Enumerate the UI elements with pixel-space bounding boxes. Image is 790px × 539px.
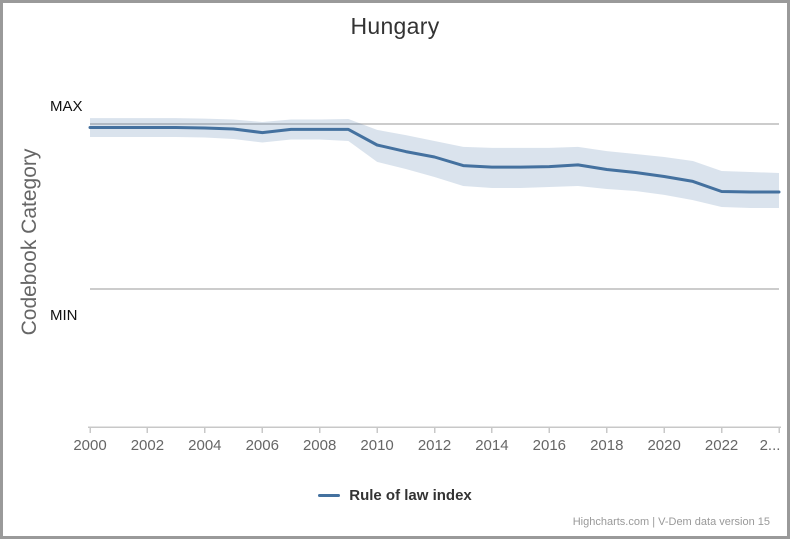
x-axis-label-2004: 2004 [188,437,221,454]
credits-text[interactable]: Highcharts.com | V-Dem data version 15 [572,516,770,528]
x-axis-label-2024: 2... [760,437,781,454]
x-axis-label-2020: 2020 [647,437,680,454]
y-axis-min-label: MIN [50,307,78,324]
x-axis-label-2000: 2000 [73,437,106,454]
x-axis-label-2010: 2010 [360,437,393,454]
x-axis-label-2016: 2016 [533,437,566,454]
legend-label: Rule of law index [349,487,472,504]
series-line-rule-of-law-index [88,126,781,194]
x-axis-label-2018: 2018 [590,437,623,454]
legend-item-rule-of-law-index[interactable]: Rule of law index [0,487,790,504]
confidence-band [90,118,779,208]
x-axis-label-2008: 2008 [303,437,336,454]
x-axis-label-2012: 2012 [418,437,451,454]
x-axis-label-2014: 2014 [475,437,508,454]
x-axis-label-2006: 2006 [246,437,279,454]
legend-line-swatch [318,494,341,497]
chart-title: Hungary [350,13,440,39]
x-axis-label-2002: 2002 [131,437,164,454]
x-axis-label-2022: 2022 [705,437,738,454]
y-axis-max-label: MAX [50,98,83,115]
